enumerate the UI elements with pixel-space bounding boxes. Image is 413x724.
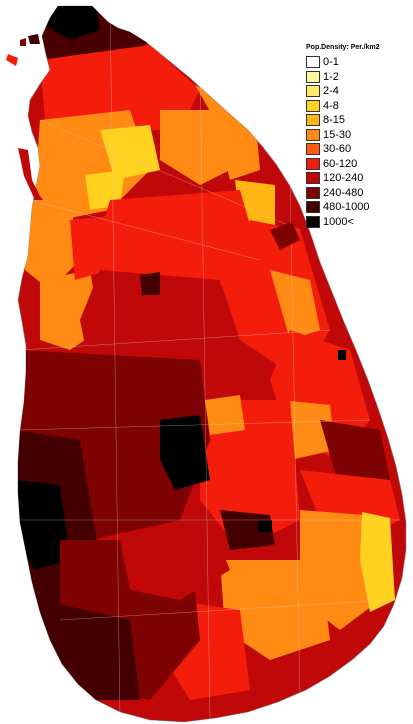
legend-swatch — [306, 215, 320, 228]
legend-item: 1-2 — [306, 70, 410, 84]
legend-swatch — [306, 70, 320, 83]
region-orange-west — [25, 200, 80, 290]
region-orange-east — [195, 85, 260, 180]
legend-item: 480-1000 — [306, 200, 410, 214]
legend-item: 1000< — [306, 215, 410, 229]
legend-label: 0-1 — [323, 56, 339, 68]
region-east-orange — [270, 270, 320, 340]
legend-label: 480-1000 — [323, 201, 370, 213]
region-north-red — [40, 45, 200, 130]
island-fragment-3 — [20, 38, 26, 46]
legend-swatch — [306, 99, 320, 112]
region-orange-uva — [205, 395, 245, 435]
legend-swatch — [306, 143, 320, 155]
legend-item: 4-8 — [306, 99, 410, 113]
legend: Pop.Density: Per./km2 0-1 1-2 2-4 4-8 8-15 15… — [306, 44, 410, 229]
region-orange-hambantota — [220, 560, 330, 660]
legend-swatch — [306, 128, 320, 141]
legend-swatch — [306, 172, 320, 184]
island-trinco — [270, 222, 300, 250]
legend-swatch — [306, 201, 320, 213]
legend-item: 60-120 — [306, 157, 410, 171]
region-red-sabaragamuwa — [120, 520, 230, 600]
legend-swatch — [306, 186, 320, 199]
region-yellow-1 — [100, 125, 160, 180]
region-kandy-black — [160, 415, 210, 490]
legend-item: 240-480 — [306, 186, 410, 200]
island-black-east — [338, 350, 346, 360]
region-colombo-black — [18, 480, 70, 570]
legend-swatch — [306, 56, 320, 68]
region-maroon-kurunegala — [80, 270, 230, 380]
region-yellow-south-east — [360, 512, 395, 612]
legend-item: 120-240 — [306, 171, 410, 185]
legend-label: 1-2 — [323, 70, 339, 83]
legend-label: 8-15 — [323, 114, 346, 126]
legend-swatch — [306, 157, 320, 170]
region-maroon-east — [320, 420, 390, 490]
legend-list: 0-1 1-2 2-4 4-8 8-15 15-30 30-60 60-120 120-240 2… — [306, 55, 410, 229]
region-red-north-west — [70, 215, 120, 280]
legend-item: 0-1 — [306, 55, 410, 69]
legend-swatch — [306, 114, 320, 126]
legend-label: 120-240 — [323, 172, 364, 184]
legend-label: 15-30 — [323, 128, 352, 141]
legend-title: Pop.Density: Per./km2 — [306, 44, 380, 51]
region-red-north-central — [95, 190, 260, 300]
legend-label: 1000< — [323, 215, 354, 228]
region-jaffna-core — [45, 6, 100, 40]
island-kalpitiya — [18, 148, 40, 198]
legend-item: 15-30 — [306, 128, 410, 142]
legend-label: 4-8 — [323, 99, 339, 112]
legend-label: 60-120 — [323, 157, 358, 170]
island-fragment-2 — [28, 34, 40, 44]
legend-item: 30-60 — [306, 142, 410, 156]
district-boundaries — [19, 6, 400, 721]
legend-label: 240-480 — [323, 186, 364, 199]
region-dark-spot — [140, 272, 160, 295]
island-fragment-1 — [6, 54, 18, 66]
region-black-small — [258, 520, 272, 532]
legend-label: 30-60 — [323, 143, 352, 155]
legend-swatch — [306, 85, 320, 97]
legend-item: 2-4 — [306, 84, 410, 98]
legend-label: 2-4 — [323, 85, 339, 97]
legend-item: 8-15 — [306, 113, 410, 127]
